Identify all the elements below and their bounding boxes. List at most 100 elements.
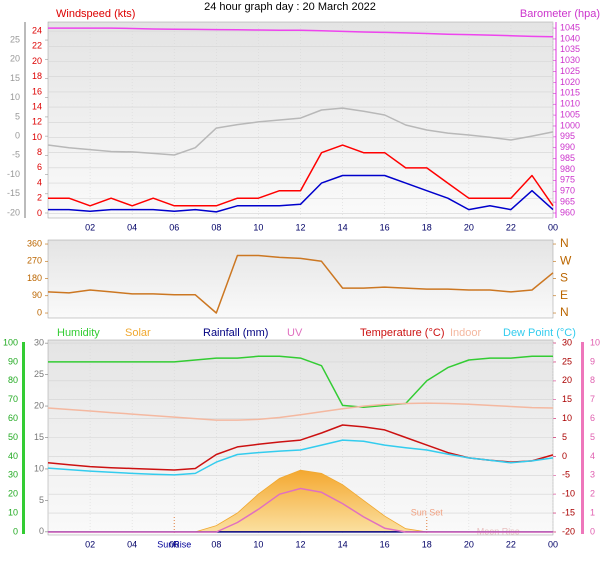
y3-tick-label: 10 — [10, 92, 20, 102]
y2-tick-label: 1025 — [560, 66, 580, 76]
y2-tick-label: 995 — [560, 131, 575, 141]
x-tick-label: 14 — [338, 539, 348, 549]
x-tick-label: 10 — [253, 222, 263, 232]
baro-axis-bar — [555, 22, 557, 218]
legend-entry: Solar — [125, 327, 151, 339]
y4-tick-label: 1 — [590, 507, 595, 517]
x-tick-label: 00 — [548, 539, 558, 549]
y3-tick-label: 5 — [15, 111, 20, 121]
y4-tick-label: 3 — [590, 470, 595, 480]
y4-tick-label: 5 — [590, 432, 595, 442]
y2-tick-label: 1045 — [560, 22, 580, 32]
y-tick-label: 20 — [32, 56, 42, 66]
y-tick-label: 50 — [8, 432, 18, 442]
y4-tick-label: 6 — [590, 413, 595, 423]
y3-tick-label: 15 — [10, 73, 20, 83]
y3-tick-label: 30 — [34, 338, 44, 348]
y-tick-label: 0 — [13, 526, 18, 536]
x-tick-label: 06 — [169, 222, 179, 232]
y-tick-label: 18 — [32, 71, 42, 81]
y-tick-label: 60 — [8, 413, 18, 423]
y-tick-label: 4 — [37, 177, 42, 187]
y2-tick-label: 20 — [562, 375, 572, 385]
y2-tick-label: 1000 — [560, 120, 580, 130]
series-line — [47, 254, 554, 314]
series-line — [47, 402, 554, 421]
series-line — [48, 487, 553, 533]
y3-tick-label: 5 — [39, 495, 44, 505]
humidity-axis-bar — [22, 342, 25, 534]
y3-tick-label: 0 — [15, 131, 20, 141]
y-tick-label: 20 — [8, 489, 18, 499]
x-tick-label: 16 — [380, 539, 390, 549]
x-tick-label: 04 — [127, 222, 137, 232]
x-tick-label: 10 — [253, 539, 263, 549]
y2-tick-label: E — [560, 288, 568, 302]
y2-tick-label: 15 — [562, 394, 572, 404]
y2-tick-label: N — [560, 305, 569, 319]
x-tick-label: 12 — [295, 539, 305, 549]
y2-tick-label: 25 — [562, 356, 572, 366]
y3-tick-label: 10 — [34, 463, 44, 473]
y-tick-label: 90 — [32, 290, 42, 300]
series-line — [48, 27, 554, 38]
y-tick-label: 0 — [37, 307, 42, 317]
y4-tick-label: 8 — [590, 375, 595, 385]
y-tick-label: 16 — [32, 86, 42, 96]
annotation: Sun Set — [411, 507, 444, 517]
y2-tick-label: 1035 — [560, 44, 580, 54]
y3-tick-label: 15 — [34, 432, 44, 442]
x-tick-label: 02 — [85, 539, 95, 549]
legend-entry: Temperature (°C) — [360, 327, 444, 339]
y-tick-label: 80 — [8, 375, 18, 385]
y2-tick-label: 960 — [560, 207, 575, 217]
x-tick-label: 08 — [211, 539, 221, 549]
legend-entry: Rainfall (mm) — [203, 327, 268, 339]
x-tick-label: 16 — [380, 222, 390, 232]
legend-entry: UV — [287, 327, 303, 339]
y-tick-label: 90 — [8, 356, 18, 366]
annotation: SunRise — [157, 539, 191, 549]
y4-tick-label: 9 — [590, 356, 595, 366]
series-line — [47, 439, 554, 476]
y2-tick-label: S — [560, 271, 568, 285]
page-title: 24 hour graph day : 20 March 2022 — [204, 1, 376, 13]
y2-tick-label: 975 — [560, 175, 575, 185]
y-tick-label: 6 — [37, 162, 42, 172]
y2-tick-label: 1030 — [560, 55, 580, 65]
y2-tick-label: 965 — [560, 196, 575, 206]
y2-axis-label: Barometer (hpa) — [520, 8, 600, 20]
x-tick-label: 12 — [295, 222, 305, 232]
y2-tick-label: 1010 — [560, 99, 580, 109]
uv-axis-bar — [581, 342, 584, 534]
y-tick-label: 14 — [32, 101, 42, 111]
y3-tick-label: -10 — [7, 169, 20, 179]
y3-tick-label: 20 — [10, 54, 20, 64]
x-tick-label: 18 — [422, 539, 432, 549]
legend-entry: Indoor — [450, 327, 482, 339]
y-tick-label: 0 — [37, 208, 42, 218]
y-tick-label: 360 — [27, 238, 42, 248]
y2-tick-label: 1020 — [560, 77, 580, 87]
y2-tick-label: 0 — [562, 451, 567, 461]
y-tick-label: 270 — [27, 256, 42, 266]
y2-tick-label: 1015 — [560, 88, 580, 98]
x-tick-label: 18 — [422, 222, 432, 232]
x-tick-label: 02 — [85, 222, 95, 232]
y4-tick-label: 4 — [590, 451, 595, 461]
x-tick-label: 08 — [211, 222, 221, 232]
y2-tick-label: -20 — [562, 526, 575, 536]
y2-tick-label: 1005 — [560, 109, 580, 119]
series-line — [48, 355, 553, 409]
y2-tick-label: 1040 — [560, 33, 580, 43]
gray-axis-bar — [24, 22, 26, 218]
x-tick-label: 14 — [338, 222, 348, 232]
y4-tick-label: 0 — [590, 526, 595, 536]
x-tick-label: 00 — [548, 222, 558, 232]
y2-tick-label: 970 — [560, 186, 575, 196]
legend-entry: Dew Point (°C) — [503, 327, 576, 339]
y-tick-label: 40 — [8, 451, 18, 461]
x-tick-label: 20 — [464, 222, 474, 232]
y3-tick-label: 25 — [10, 34, 20, 44]
